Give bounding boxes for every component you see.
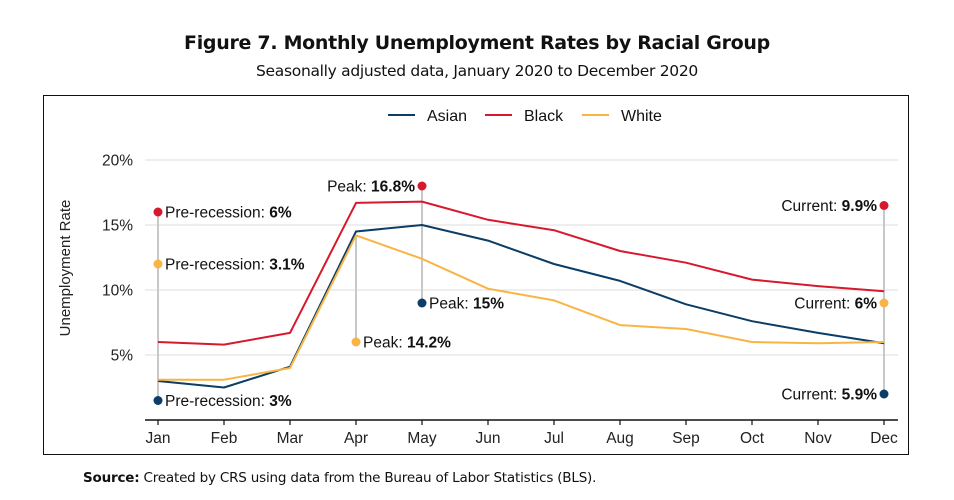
chart-subtitle: Seasonally adjusted data, January 2020 t… — [256, 62, 698, 80]
annotations: Pre-recession: 6%Pre-recession: 3.1%Pre-… — [153, 179, 889, 410]
annotation-label: Peak: 16.8% — [327, 179, 415, 196]
annotation-value: 16.8% — [371, 179, 415, 196]
x-tick-label: Oct — [740, 430, 765, 447]
annotation-marker — [153, 259, 163, 269]
series-line-black — [157, 200, 885, 346]
annotation-prefix: Current: — [781, 198, 841, 215]
annotation-marker — [153, 396, 163, 405]
source-text: Created by CRS using data from the Burea… — [139, 470, 597, 486]
x-tick-label: Dec — [870, 430, 898, 447]
y-tick-label: 15% — [102, 218, 133, 235]
annotation-prefix: Peak: — [363, 335, 407, 352]
source-note: Source: Created by CRS using data from t… — [83, 470, 596, 486]
annotation-marker — [351, 337, 361, 347]
legend-label-asian: Asian — [427, 108, 467, 125]
x-tick-label: Sep — [672, 430, 700, 447]
annotation-value: 9.9% — [842, 198, 878, 215]
x-tick-label: Jun — [476, 430, 501, 447]
annotation-prefix: Pre-recession: — [165, 393, 269, 410]
series-line-asian — [157, 224, 885, 389]
x-tick-label: Jan — [146, 430, 171, 447]
x-tick-label: Feb — [211, 430, 238, 447]
legend: Asian Black White — [388, 108, 662, 125]
annotation-value: 3.1% — [269, 257, 305, 274]
annotation-value: 6% — [269, 205, 292, 222]
y-tick-label: 5% — [111, 348, 134, 365]
annotation-label: Current: 5.9% — [781, 387, 877, 404]
series-lines — [157, 200, 885, 389]
annotation-marker — [879, 201, 889, 210]
annotation-value: 15% — [473, 296, 504, 313]
chart-title: Figure 7. Monthly Unemployment Rates by … — [184, 32, 770, 54]
annotation-marker — [417, 181, 427, 191]
gridlines — [145, 159, 898, 356]
annotation-label: Pre-recession: 3.1% — [165, 257, 305, 274]
series-line-white — [158, 234, 885, 381]
annotation-prefix: Peak: — [429, 296, 473, 313]
x-tick-label: Apr — [344, 430, 368, 447]
annotation-label: Pre-recession: 6% — [165, 205, 292, 222]
annotation-prefix: Pre-recession: — [165, 205, 269, 222]
annotation-prefix: Peak: — [327, 179, 371, 196]
x-tick-label: Jul — [544, 430, 564, 447]
x-axis: Jan Feb Mar Apr May Jun Jul Aug Sep Oct Nov Dec — [145, 419, 898, 447]
x-tick-label: Aug — [606, 430, 634, 447]
y-tick-label: 10% — [102, 283, 133, 300]
x-tick-label: Mar — [277, 430, 304, 447]
annotation-label: Peak: 15% — [429, 296, 504, 313]
annotation-marker — [153, 207, 163, 217]
annotation-value: 3% — [269, 393, 292, 410]
annotation-label: Current: 9.9% — [781, 198, 877, 215]
x-tick-label: Nov — [804, 430, 832, 447]
annotation-label: Current: 6% — [794, 296, 877, 313]
chart-frame — [43, 95, 909, 455]
annotation-marker — [879, 298, 889, 308]
annotation-value: 6% — [855, 296, 878, 313]
y-axis-title: Unemployment Rate — [57, 200, 74, 337]
annotation-prefix: Pre-recession: — [165, 257, 269, 274]
annotation-marker — [879, 389, 889, 399]
y-axis-tick-labels: 5% 10% 15% 20% — [102, 153, 133, 365]
x-tick-label: May — [407, 430, 437, 447]
annotation-marker — [417, 298, 427, 308]
y-tick-label: 20% — [102, 153, 133, 170]
source-label: Source: — [83, 470, 140, 486]
annotation-label: Peak: 14.2% — [363, 335, 451, 352]
annotation-prefix: Current: — [781, 387, 841, 404]
legend-label-black: Black — [524, 108, 564, 125]
legend-label-white: White — [621, 108, 662, 125]
annotation-prefix: Current: — [794, 296, 854, 313]
annotation-value: 14.2% — [407, 335, 451, 352]
annotation-value: 5.9% — [842, 387, 878, 404]
annotation-label: Pre-recession: 3% — [165, 393, 292, 410]
